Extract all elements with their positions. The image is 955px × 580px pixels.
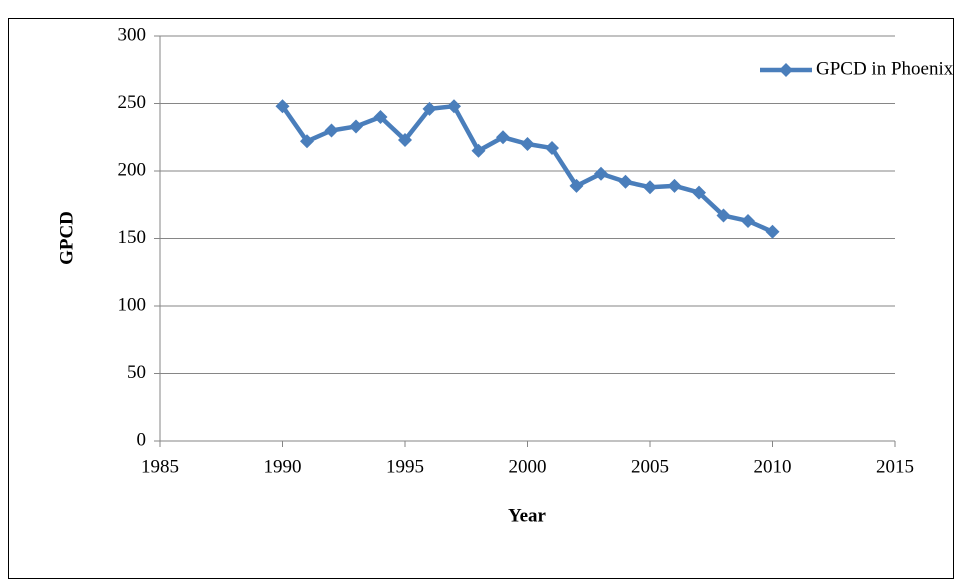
x-tick-label: 2000 bbox=[509, 456, 547, 477]
marker bbox=[349, 119, 363, 134]
marker bbox=[569, 178, 584, 193]
marker bbox=[324, 123, 339, 138]
marker bbox=[422, 101, 437, 116]
y-tick-label: 250 bbox=[118, 92, 147, 113]
marker bbox=[447, 99, 461, 114]
marker bbox=[545, 141, 559, 156]
marker bbox=[520, 137, 535, 151]
y-tick-label: 300 bbox=[118, 24, 147, 45]
y-tick-label: 100 bbox=[118, 294, 147, 315]
x-tick-label: 2005 bbox=[631, 456, 669, 477]
marker bbox=[398, 132, 412, 147]
marker bbox=[373, 110, 388, 124]
y-tick-label: 50 bbox=[127, 362, 146, 383]
legend-marker bbox=[779, 63, 793, 77]
marker bbox=[496, 130, 510, 145]
x-axis-label: Year bbox=[508, 505, 547, 526]
y-axis-label: GPCD bbox=[56, 211, 77, 265]
x-tick-label: 2010 bbox=[754, 456, 792, 477]
marker bbox=[667, 178, 682, 193]
x-tick-label: 1985 bbox=[141, 456, 179, 477]
marker bbox=[716, 208, 731, 223]
y-tick-label: 200 bbox=[118, 159, 147, 180]
marker bbox=[594, 166, 608, 181]
marker bbox=[300, 134, 314, 149]
marker bbox=[275, 99, 290, 114]
marker bbox=[643, 180, 657, 195]
y-tick-label: 150 bbox=[118, 227, 147, 248]
legend-label: GPCD in Phoenix bbox=[816, 58, 954, 79]
x-tick-label: 1990 bbox=[264, 456, 302, 477]
x-tick-label: 1995 bbox=[386, 456, 424, 477]
marker bbox=[741, 213, 755, 228]
marker bbox=[618, 174, 633, 189]
marker bbox=[692, 185, 706, 200]
frame bbox=[8, 18, 954, 579]
marker bbox=[471, 143, 486, 158]
x-tick-label: 2015 bbox=[876, 456, 914, 477]
marker bbox=[765, 224, 780, 239]
y-tick-label: 0 bbox=[137, 429, 147, 450]
